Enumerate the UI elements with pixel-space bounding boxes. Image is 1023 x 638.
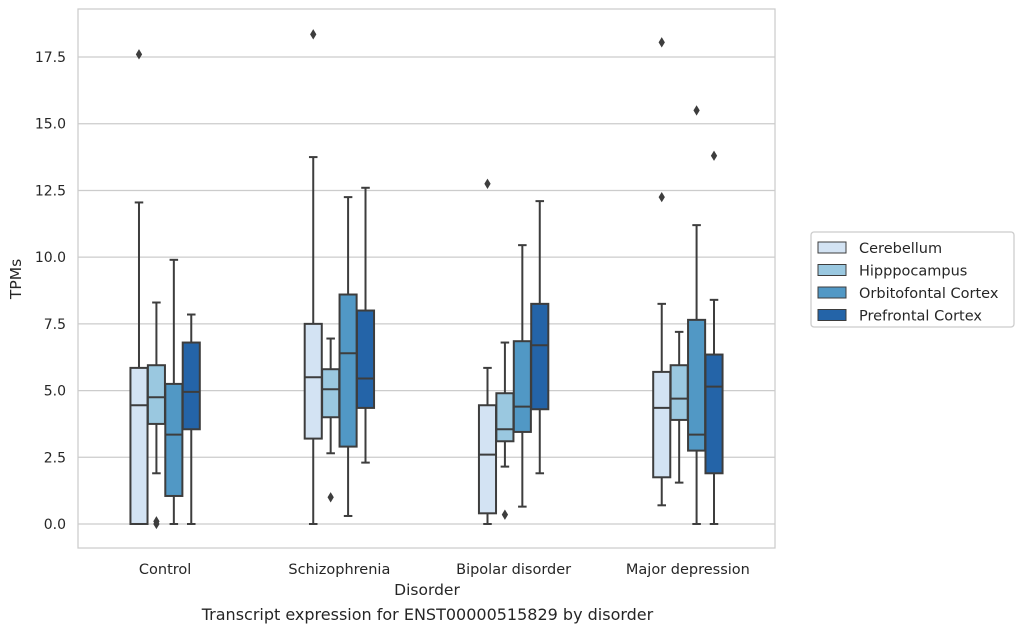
x-axis: Control Schizophrenia Bipolar disorder Majo… (139, 562, 750, 578)
x-tick-label: Control (139, 562, 191, 578)
box-body (652, 370, 672, 479)
plot-frame (77, 8, 776, 549)
y-tick-label: 0.0 (44, 517, 66, 533)
outlier-point (658, 191, 665, 203)
box-orbitofontal-cortex-1 (338, 196, 358, 517)
y-tick-label: 10.0 (35, 250, 66, 266)
box-prefrontal-cortex-0 (181, 313, 201, 525)
y-tick-label: 2.5 (44, 450, 66, 466)
outlier-point (153, 516, 160, 527)
box-hipppocampus-0 (146, 301, 166, 530)
box-hipppocampus-3 (669, 330, 689, 484)
y-tick-label: 12.5 (35, 183, 66, 199)
box-body (303, 322, 323, 440)
outlier-point (658, 37, 665, 48)
outlier-point (693, 105, 700, 116)
y-tick-label: 17.5 (35, 50, 66, 66)
box-body (530, 302, 550, 411)
boxes-layer (129, 29, 724, 530)
legend-item: Orbitofontal Cortex (817, 286, 999, 302)
legend-label: Orbitofontal Cortex (859, 286, 999, 302)
outlier-point (135, 49, 143, 60)
outlier-point (327, 492, 334, 503)
box-prefrontal-cortex-2 (530, 200, 550, 475)
x-tick-label: Major depression (626, 562, 750, 578)
box-hipppocampus-2 (495, 341, 515, 520)
box-body (355, 309, 376, 409)
y-tick-label: 15.0 (35, 117, 66, 133)
box-body (146, 364, 166, 425)
figure-caption: Transcript expression for ENST0000051582… (201, 605, 654, 624)
box-body (704, 353, 724, 475)
legend-frame (810, 231, 1015, 328)
y-tick-label: 7.5 (44, 317, 66, 333)
x-axis-title: Disorder (394, 581, 460, 599)
legend-label: Hipppocampus (859, 264, 967, 280)
box-body (129, 366, 149, 525)
y-axis-title: TPMs (7, 259, 25, 300)
legend-swatch (817, 309, 847, 321)
box-orbitofontal-cortex-3 (687, 105, 707, 525)
x-tick-label: Bipolar disorder (456, 562, 571, 578)
box-hipppocampus-1 (321, 337, 341, 503)
legend-item: Prefrontal Cortex (817, 309, 982, 325)
box-cerebellum-0 (129, 49, 149, 525)
box-orbitofontal-cortex-0 (164, 258, 184, 525)
legend-swatch (817, 286, 847, 299)
legend-item: Hipppocampus (817, 264, 967, 280)
box-body (495, 392, 515, 443)
box-prefrontal-cortex-1 (355, 186, 376, 464)
box-body (338, 293, 358, 448)
box-cerebellum-2 (477, 178, 498, 525)
box-body (164, 382, 184, 497)
box-cerebellum-3 (652, 37, 672, 507)
outlier-point (710, 150, 718, 161)
box-body (687, 318, 707, 452)
outlier-point (484, 178, 491, 189)
legend: Cerebellum Hipppocampus Orbitofontal Corte… (810, 231, 1015, 328)
outlier-point (310, 29, 317, 40)
box-body (477, 404, 498, 515)
legend-label: Cerebellum (859, 241, 942, 257)
box-body (321, 368, 341, 419)
x-tick-label: Schizophrenia (288, 562, 390, 578)
box-body (512, 340, 532, 433)
box-orbitofontal-cortex-2 (512, 244, 532, 508)
legend-label: Prefrontal Cortex (859, 309, 982, 325)
box-cerebellum-1 (303, 29, 323, 525)
box-prefrontal-cortex-3 (704, 150, 724, 525)
y-tick-label: 5.0 (44, 384, 66, 400)
legend-item: Cerebellum (817, 241, 942, 257)
legend-swatch (817, 264, 847, 276)
box-body (669, 364, 689, 421)
legend-swatch (817, 241, 847, 254)
outlier-point (501, 509, 509, 520)
box-body (181, 341, 201, 431)
y-axis: 0.0 2.5 5.0 7.5 10.0 12.5 15.0 17.5 (35, 50, 66, 533)
